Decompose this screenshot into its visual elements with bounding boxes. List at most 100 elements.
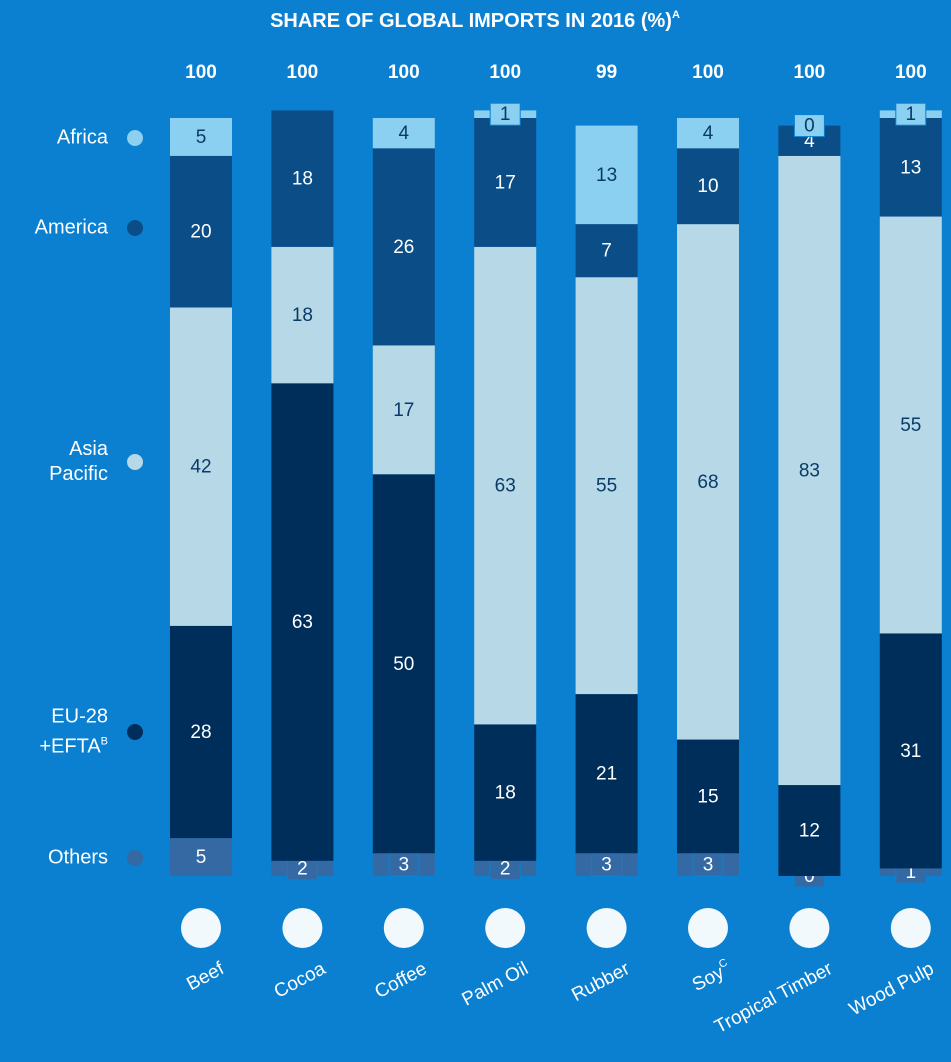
value-label: 7 [601, 241, 612, 262]
legend-dot [127, 850, 143, 866]
legend-label: Africa [8, 126, 108, 151]
category-name: Rubber [568, 958, 633, 1006]
value-label: 68 [697, 472, 718, 493]
bar-segment [879, 118, 942, 217]
bar-segment [372, 474, 435, 854]
value-label: 55 [596, 476, 617, 497]
label-box [692, 853, 724, 877]
value-label: 31 [900, 741, 921, 762]
bar-segment [170, 625, 232, 839]
legend-dot [127, 454, 143, 470]
label-box [388, 853, 420, 877]
bar-segment [170, 838, 232, 876]
category-name: Tropical Timber [711, 958, 836, 1038]
category-name: Coffee [372, 958, 431, 1003]
bar-segment [677, 148, 739, 225]
icon [383, 908, 424, 948]
bar-segment [778, 785, 841, 876]
legend-label: Asia Pacific [8, 437, 108, 487]
x-tick-label: Beef [183, 958, 228, 995]
value-label: 4 [703, 123, 714, 144]
value-label: 50 [393, 654, 414, 675]
value-label: 26 [393, 237, 414, 258]
total-label: 100 [287, 62, 319, 83]
total-label: 100 [185, 62, 217, 83]
value-label: 20 [190, 222, 211, 243]
legend-label: Others [8, 846, 108, 871]
bar-segment [575, 694, 638, 854]
value-label: 15 [697, 786, 718, 807]
x-tick-label: Cocoa [271, 958, 330, 1003]
total-label: 100 [794, 62, 826, 83]
x-tick-label: Coffee [372, 958, 431, 1003]
x-tick-label: Palm Oil [459, 958, 532, 1010]
value-label: 10 [697, 176, 718, 197]
value-label: 83 [799, 460, 820, 481]
label-box [489, 102, 521, 126]
icon [181, 908, 221, 948]
bar-segment [170, 307, 232, 626]
value-label: 18 [292, 169, 313, 190]
bar-segment [170, 118, 232, 156]
x-tick-label: Wood Pulp [846, 958, 938, 1020]
bar-segment [372, 148, 435, 346]
bar-segment [271, 246, 334, 384]
value-label: 3 [399, 855, 410, 876]
value-label: 3 [703, 855, 714, 876]
value-label: 5 [196, 847, 207, 868]
bar-segment [474, 724, 537, 861]
total-label: 99 [596, 62, 617, 83]
title-note: A [672, 9, 680, 21]
icon [688, 908, 728, 948]
legend-dot [127, 220, 143, 236]
value-label: 4 [804, 131, 815, 152]
legend-text: America [34, 216, 108, 239]
value-label: 0 [804, 116, 815, 137]
value-label: 17 [393, 400, 414, 421]
label-box [793, 114, 825, 138]
bar-segment [372, 118, 435, 149]
bar-segment [677, 739, 739, 854]
value-label: 4 [399, 123, 410, 144]
x-tick-label: SoyC [688, 956, 735, 996]
bar-segment [271, 383, 334, 861]
icon [282, 908, 323, 948]
legend-dot [127, 130, 143, 146]
title-text: SHARE OF GLOBAL IMPORTS IN 2016 (%) [270, 10, 672, 32]
legend-text: EU-28 +EFTA [39, 705, 108, 758]
label-box [591, 853, 623, 877]
value-label: 3 [601, 855, 612, 876]
value-label: 2 [297, 858, 308, 879]
bar-segment [372, 345, 435, 475]
value-label: 21 [596, 764, 617, 785]
chart-title: SHARE OF GLOBAL IMPORTS IN 2016 (%)A [270, 9, 680, 32]
value-label: 63 [495, 476, 516, 497]
icon [789, 908, 830, 948]
category-name: Beef [183, 958, 228, 995]
value-label: 1 [906, 104, 917, 125]
value-label: 2 [500, 858, 511, 879]
value-label: 55 [900, 415, 921, 436]
icon [485, 908, 526, 948]
bar-segment [575, 125, 638, 225]
bar-segment [474, 118, 537, 247]
total-label: 100 [489, 62, 521, 83]
value-label: 18 [292, 305, 313, 326]
label-box [895, 102, 927, 126]
category-name: Wood Pulp [846, 958, 938, 1020]
value-label: 13 [596, 165, 617, 186]
bar-segment [879, 216, 942, 634]
value-label: 18 [495, 783, 516, 804]
value-label: 12 [799, 821, 820, 842]
value-label: 17 [495, 172, 516, 193]
value-label: 5 [196, 127, 207, 148]
total-label: 100 [895, 62, 927, 83]
legend-label: EU-28 +EFTAB [8, 705, 108, 760]
icon [890, 908, 931, 948]
legend-note: B [100, 735, 108, 748]
x-tick-label: Rubber [568, 958, 633, 1006]
bar-segment [879, 633, 942, 869]
legend-text: Others [47, 846, 108, 869]
legend-dot [127, 724, 143, 740]
